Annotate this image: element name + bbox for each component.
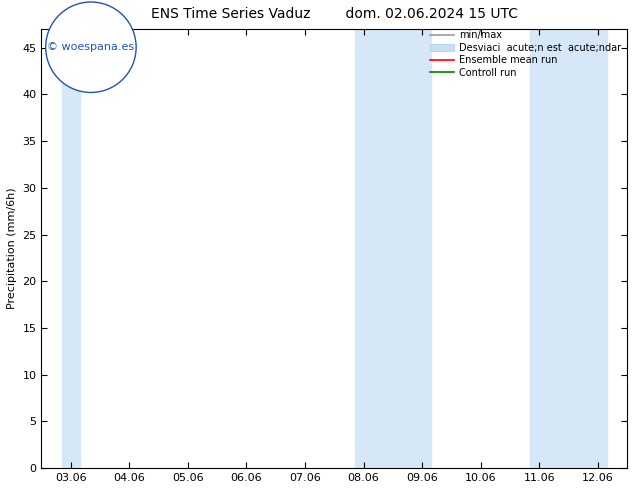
Y-axis label: Precipitation (mm/6h): Precipitation (mm/6h) [7,188,17,310]
Bar [531,29,607,468]
Title: ENS Time Series Vaduz        dom. 02.06.2024 15 UTC: ENS Time Series Vaduz dom. 02.06.2024 15… [151,7,518,21]
Text: © woespana.es: © woespana.es [48,42,134,52]
Bar [62,29,79,468]
Legend: min/max, Desviaci  acute;n est  acute;ndar, Ensemble mean run, Controll run: min/max, Desviaci acute;n est acute;ndar… [426,26,625,82]
Bar [355,29,431,468]
